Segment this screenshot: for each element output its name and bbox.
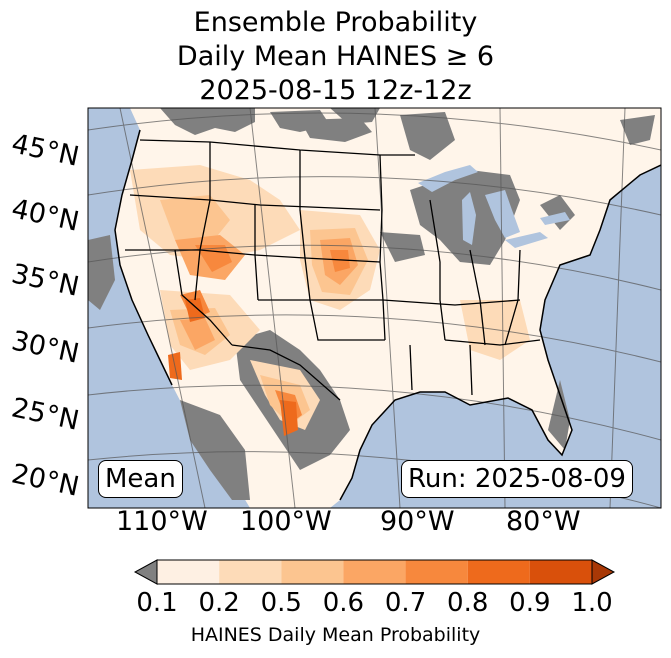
colorbar-label: HAINES Daily Mean Probability	[190, 624, 481, 646]
colorbar-outline	[156, 559, 593, 585]
colorbar-tick-label: 0.8	[447, 588, 489, 618]
colorbar-segment	[529, 560, 592, 584]
mean-badge: Mean	[98, 460, 183, 498]
colorbar-segment	[405, 560, 468, 584]
colorbar-over-arrow	[591, 559, 616, 585]
colorbar-segment	[157, 560, 220, 584]
colorbar-segment	[219, 560, 282, 584]
colorbar-segment	[281, 560, 344, 584]
colorbar-tick-label: 0.1	[136, 588, 178, 618]
colorbar-tick-label: 1.0	[571, 588, 613, 618]
colorbar-segment	[343, 560, 406, 584]
lon-label-110: 110°W	[116, 506, 208, 537]
run-date-badge: Run: 2025-08-09	[401, 460, 633, 498]
colorbar-tick-label: 0.7	[384, 588, 427, 618]
coastline	[114, 129, 661, 501]
colorbar-under-arrow	[133, 559, 158, 585]
lon-label-80: 80°W	[506, 506, 581, 537]
colorbar-segment	[467, 560, 530, 584]
prob-0-8-regions	[168, 298, 298, 436]
colorbar-tick-label: 0.5	[260, 588, 302, 618]
lon-label-90: 90°W	[380, 506, 455, 537]
map-frame	[87, 107, 662, 509]
title-line-3: 2025-08-15 12z-12z	[199, 75, 472, 106]
lon-label-100: 100°W	[240, 506, 332, 537]
colorbar	[133, 559, 616, 585]
colorbar-tick-label: 0.6	[322, 588, 365, 618]
colorbar-tick-label: 0.2	[198, 588, 240, 618]
colorbar-tick-label: 0.9	[509, 588, 551, 618]
great-lakes	[418, 165, 570, 248]
title-line-2: Daily Mean HAINES ≥ 6	[176, 41, 495, 72]
title-line-1: Ensemble Probability	[193, 7, 478, 38]
state-borders	[125, 139, 541, 401]
